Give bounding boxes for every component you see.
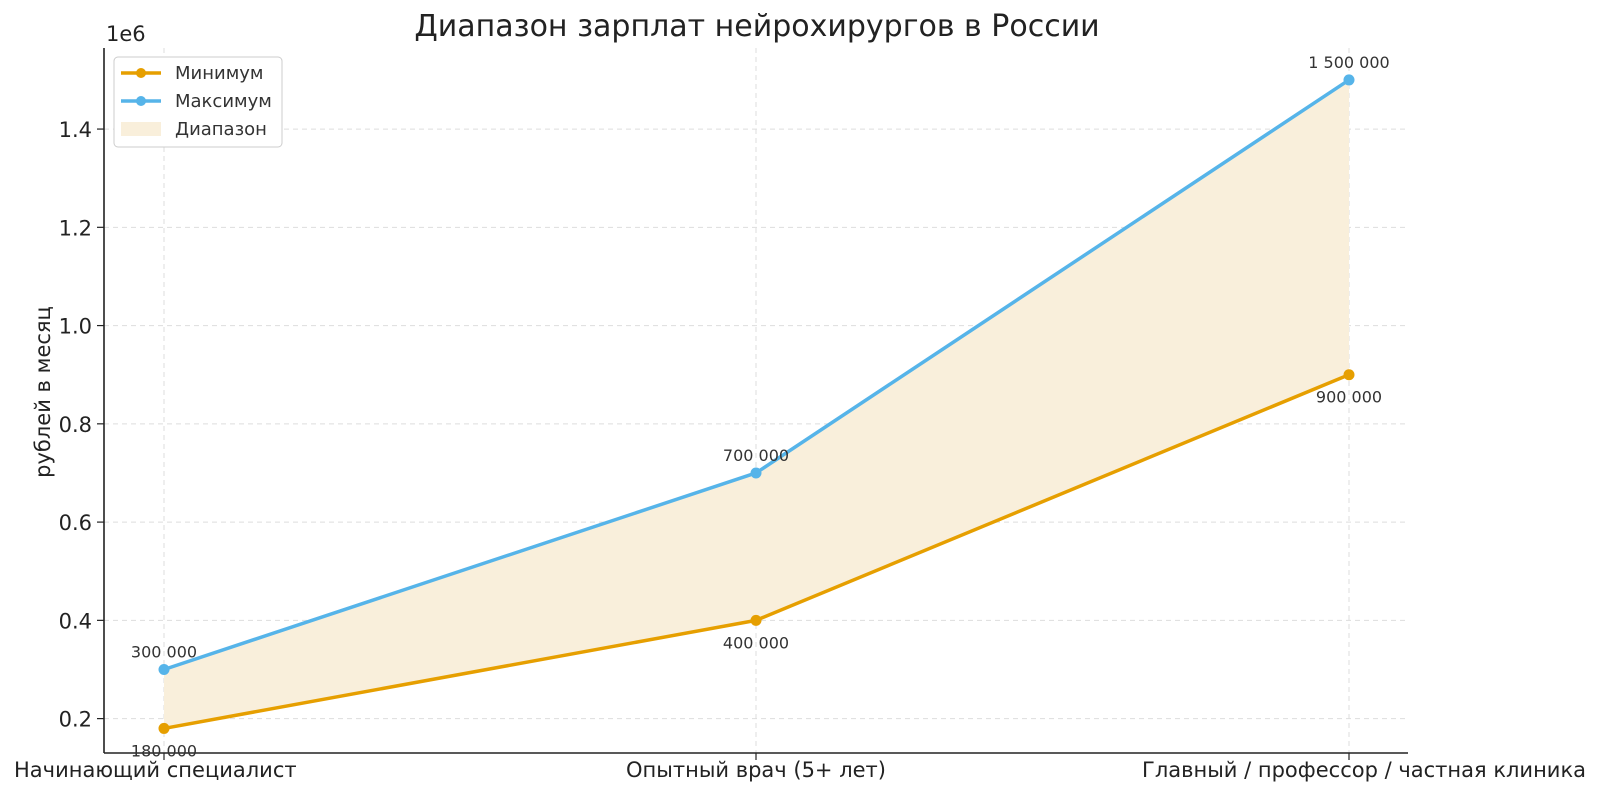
- y-axis-offset-label: 1e6: [106, 22, 146, 46]
- range-band-layer: [164, 79, 1349, 729]
- data-label-max: 1 500 000: [1308, 53, 1389, 72]
- point-max: [1343, 74, 1355, 86]
- y-axis-label: рублей в месяц: [31, 306, 55, 478]
- y-tick-label: 0.6: [59, 511, 92, 535]
- y-tick-label: 0.8: [59, 413, 92, 437]
- y-tick-label: 1.2: [59, 216, 92, 240]
- point-max: [750, 467, 762, 479]
- x-category-label: Начинающий специалист: [14, 758, 297, 782]
- series-layer: [158, 74, 1355, 734]
- chart-title: Диапазон зарплат нейрохирургов в России: [414, 9, 1099, 44]
- data-label-min: 400 000: [723, 633, 789, 652]
- axes-layer: 0.2 0.4 0.6 0.8 1.0 1.2 1.4 Начинающий специали…: [14, 48, 1586, 782]
- range-band-area: [164, 79, 1349, 729]
- legend: Минимум Максимум Диапазон: [113, 56, 283, 148]
- x-category-label: Главный / профессор / частная клиника: [1142, 758, 1586, 782]
- data-label-max: 300 000: [131, 642, 197, 661]
- legend-marker-min: [136, 68, 146, 78]
- legend-swatch-range: [121, 122, 161, 136]
- data-label-max: 700 000: [723, 446, 789, 465]
- legend-label-min: Минимум: [175, 63, 264, 84]
- y-tick-label: 0.4: [59, 609, 92, 633]
- y-tick-label: 1.4: [59, 118, 92, 142]
- point-min: [1343, 369, 1355, 381]
- legend-marker-max: [136, 96, 146, 106]
- x-category-label: Опытный врач (5+ лет): [626, 758, 886, 782]
- point-max: [158, 663, 170, 675]
- y-tick-label: 0.2: [59, 708, 92, 732]
- y-tick-label: 1.0: [59, 315, 92, 339]
- point-min: [750, 614, 762, 626]
- data-label-min: 180 000: [131, 741, 197, 760]
- data-label-min: 900 000: [1316, 388, 1382, 407]
- legend-label-range: Диапазон: [175, 119, 267, 140]
- point-min: [158, 722, 170, 734]
- data-labels-layer: 180 000 400 000 900 000 300 000 700 000 1 500…: [131, 53, 1390, 761]
- legend-label-max: Максимум: [175, 91, 272, 112]
